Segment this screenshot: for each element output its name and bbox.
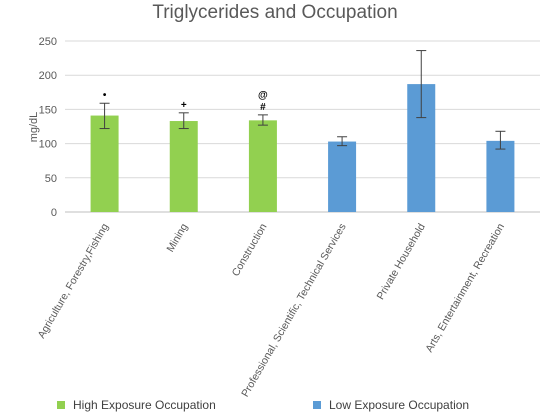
significance-annotations: • + @# (103, 90, 268, 113)
error-bar (99, 102, 110, 130)
x-category-label: Construction (230, 221, 270, 278)
x-category-label: Arts, Entertainment, Recreation (423, 221, 507, 354)
bar (248, 120, 277, 212)
significance-marker: @ (258, 90, 268, 101)
y-axis-ticks: 0 50 100 150 200 250 (39, 36, 57, 219)
legend-label: High Exposure Occupation (73, 398, 216, 412)
significance-marker: # (260, 102, 266, 113)
legend-swatch (313, 401, 321, 409)
error-bar (416, 50, 427, 119)
x-category-label: Private Household (375, 221, 428, 301)
y-tick-label: 0 (51, 207, 57, 219)
x-axis-category-labels: Agriculture, Forestry,Fishing Mining Const… (36, 221, 508, 399)
legend-item: Low Exposure Occupation (313, 398, 469, 412)
y-axis-label: mg/dL (28, 112, 40, 143)
x-category-label: Agriculture, Forestry,Fishing (36, 221, 112, 340)
significance-marker: • (103, 90, 107, 101)
x-category-label: Mining (164, 221, 190, 254)
error-bar (495, 130, 506, 150)
bar (90, 115, 119, 212)
error-bar (337, 136, 348, 147)
y-tick-label: 250 (39, 36, 57, 48)
gridlines (65, 40, 540, 213)
bars (90, 84, 515, 212)
legend-item: High Exposure Occupation (57, 398, 216, 412)
bar (169, 121, 198, 212)
y-tick-label: 100 (39, 139, 57, 151)
error-bar (178, 112, 189, 130)
chart-title: Triglycerides and Occupation (152, 2, 397, 23)
y-tick-label: 150 (39, 104, 57, 116)
legend-swatch (57, 401, 65, 409)
bar (328, 141, 357, 212)
y-tick-label: 200 (39, 70, 57, 82)
error-bars (99, 50, 506, 150)
error-bar (257, 114, 268, 126)
legend: High Exposure Occupation Low Exposure Occ… (57, 398, 469, 412)
legend-label: Low Exposure Occupation (329, 398, 469, 412)
y-tick-label: 50 (45, 173, 57, 185)
bar (486, 140, 515, 212)
significance-marker: + (181, 100, 187, 111)
